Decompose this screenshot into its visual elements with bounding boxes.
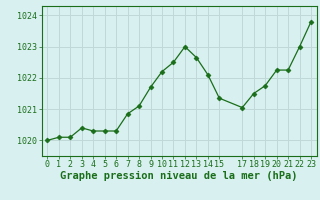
X-axis label: Graphe pression niveau de la mer (hPa): Graphe pression niveau de la mer (hPa)	[60, 171, 298, 181]
